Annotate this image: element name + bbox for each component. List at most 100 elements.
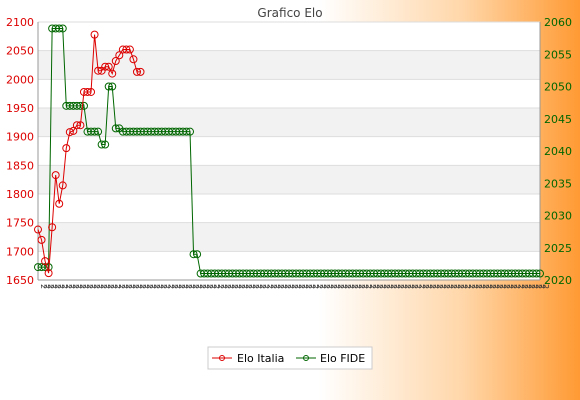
x-tick-label: 2 — [403, 284, 412, 289]
x-tick-label: 2 — [138, 284, 147, 289]
y-left-tick-label: 1750 — [6, 217, 34, 230]
data-point-fide — [536, 269, 544, 278]
x-tick-label: 2 — [117, 284, 126, 289]
data-point-italia — [44, 269, 53, 278]
x-tick-label: 2 — [470, 284, 479, 289]
x-tick-label: 2 — [283, 284, 292, 289]
axes — [37, 22, 541, 281]
data-point-fide — [94, 127, 103, 136]
x-tick-label: 2 — [347, 284, 356, 289]
x-tick-label: 2 — [354, 284, 363, 289]
y-right-ticks: 2020 2025 2030 2035 2040 2045 2050 2055 2060 — [544, 16, 572, 287]
data-point-italia — [132, 67, 141, 76]
data-point-italia — [51, 171, 60, 180]
x-tick-label: 2 — [294, 284, 303, 289]
y-right-tick-label: 2030 — [544, 210, 572, 223]
y-right-tick-label: 2045 — [544, 113, 572, 126]
legend-marker-fide — [303, 355, 309, 361]
x-tick-label: 2 — [435, 284, 444, 289]
y-left-tick-label: 2100 — [6, 16, 34, 29]
x-tick-label: 2 — [187, 284, 196, 289]
x-tick-label: 2 — [85, 284, 94, 289]
x-tick-label: 2 — [170, 284, 179, 289]
x-tick-label: 2 — [152, 284, 161, 289]
x-tick-label: 2 — [442, 284, 451, 289]
x-tick-label: 2 — [499, 284, 508, 289]
x-tick-label: 2 — [191, 284, 200, 289]
series-line-italia — [37, 34, 141, 274]
x-tick-label: 2 — [428, 284, 437, 289]
data-point-italia — [65, 128, 74, 137]
data-point-italia — [111, 56, 120, 65]
x-tick-label: 2 — [230, 284, 239, 289]
data-point-fide — [108, 82, 117, 91]
x-tick-label: 2 — [262, 284, 271, 289]
y-left-tick-label: 1850 — [6, 159, 34, 172]
x-tick-label: 2 — [431, 284, 440, 289]
x-tick-label: 2 — [177, 284, 186, 289]
x-tick-label: 2 — [46, 284, 55, 289]
x-tick-label: 2 — [424, 284, 433, 289]
data-point-italia — [90, 30, 99, 39]
data-point-italia — [58, 181, 67, 190]
x-ticks: 2222222222222222222222222222222222222222… — [39, 284, 550, 289]
data-point-fide — [101, 140, 110, 149]
x-tick-label: 2 — [325, 284, 334, 289]
x-tick-label: 2 — [156, 284, 165, 289]
x-tick-label: 2 — [255, 284, 264, 289]
legend-marker-italia — [219, 355, 225, 361]
x-tick-label: 2 — [131, 284, 140, 289]
x-tick-label: 2 — [318, 284, 327, 289]
data-point-fide — [532, 269, 541, 278]
x-tick-label: 2 — [336, 284, 345, 289]
data-point-italia — [108, 69, 117, 78]
x-tick-label: 2 — [195, 284, 204, 289]
x-tick-label: 2 — [301, 284, 310, 289]
x-tick-label: 2 — [410, 284, 419, 289]
x-tick-label: 2 — [396, 284, 405, 289]
x-tick-label: 2 — [534, 284, 543, 289]
x-tick-label: 2 — [120, 284, 129, 289]
x-tick-label: 2 — [350, 284, 359, 289]
x-tick-label: 2 — [378, 284, 387, 289]
x-tick-label: 2 — [251, 284, 260, 289]
x-tick-label: 2 — [361, 284, 370, 289]
x-tick-label: 2 — [385, 284, 394, 289]
x-tick-label: 2 — [113, 284, 122, 289]
x-tick-label: 2 — [463, 284, 472, 289]
x-tick-label: 2 — [492, 284, 501, 289]
y-right-tick-label: 2035 — [544, 177, 572, 190]
x-tick-label: 2 — [329, 284, 338, 289]
y-left-tick-label: 2000 — [6, 73, 34, 86]
x-tick-label: 2 — [216, 284, 225, 289]
x-tick-label: 2 — [163, 284, 172, 289]
data-point-fide — [186, 127, 195, 136]
x-tick-label: 2 — [357, 284, 366, 289]
legend-label-italia: Elo Italia — [237, 352, 284, 365]
x-tick-label: 2 — [272, 284, 281, 289]
x-tick-label: 2 — [513, 284, 522, 289]
x-tick-label: 2 — [265, 284, 274, 289]
x-tick-label: 2 — [488, 284, 497, 289]
x-tick-label: 2 — [286, 284, 295, 289]
data-point-fide — [97, 140, 106, 149]
chart-title: Grafico Elo — [257, 6, 322, 20]
x-tick-label: 2 — [134, 284, 143, 289]
x-tick-label: 2 — [184, 284, 193, 289]
x-tick-label: 2 — [506, 284, 515, 289]
x-tick-label: 2 — [290, 284, 299, 289]
x-tick-label: 2 — [205, 284, 214, 289]
x-tick-label: 2 — [99, 284, 108, 289]
data-point-italia — [76, 121, 85, 130]
x-tick-label: 2 — [304, 284, 313, 289]
plot-band — [38, 165, 540, 194]
data-point-italia — [55, 199, 64, 208]
x-tick-label: 2 — [502, 284, 511, 289]
x-tick-label: 2 — [509, 284, 518, 289]
x-tick-label: 2 — [50, 284, 59, 289]
x-tick-label: 2 — [527, 284, 536, 289]
data-point-italia — [83, 87, 92, 96]
data-point-italia — [115, 51, 124, 60]
x-tick-label: 2 — [276, 284, 285, 289]
